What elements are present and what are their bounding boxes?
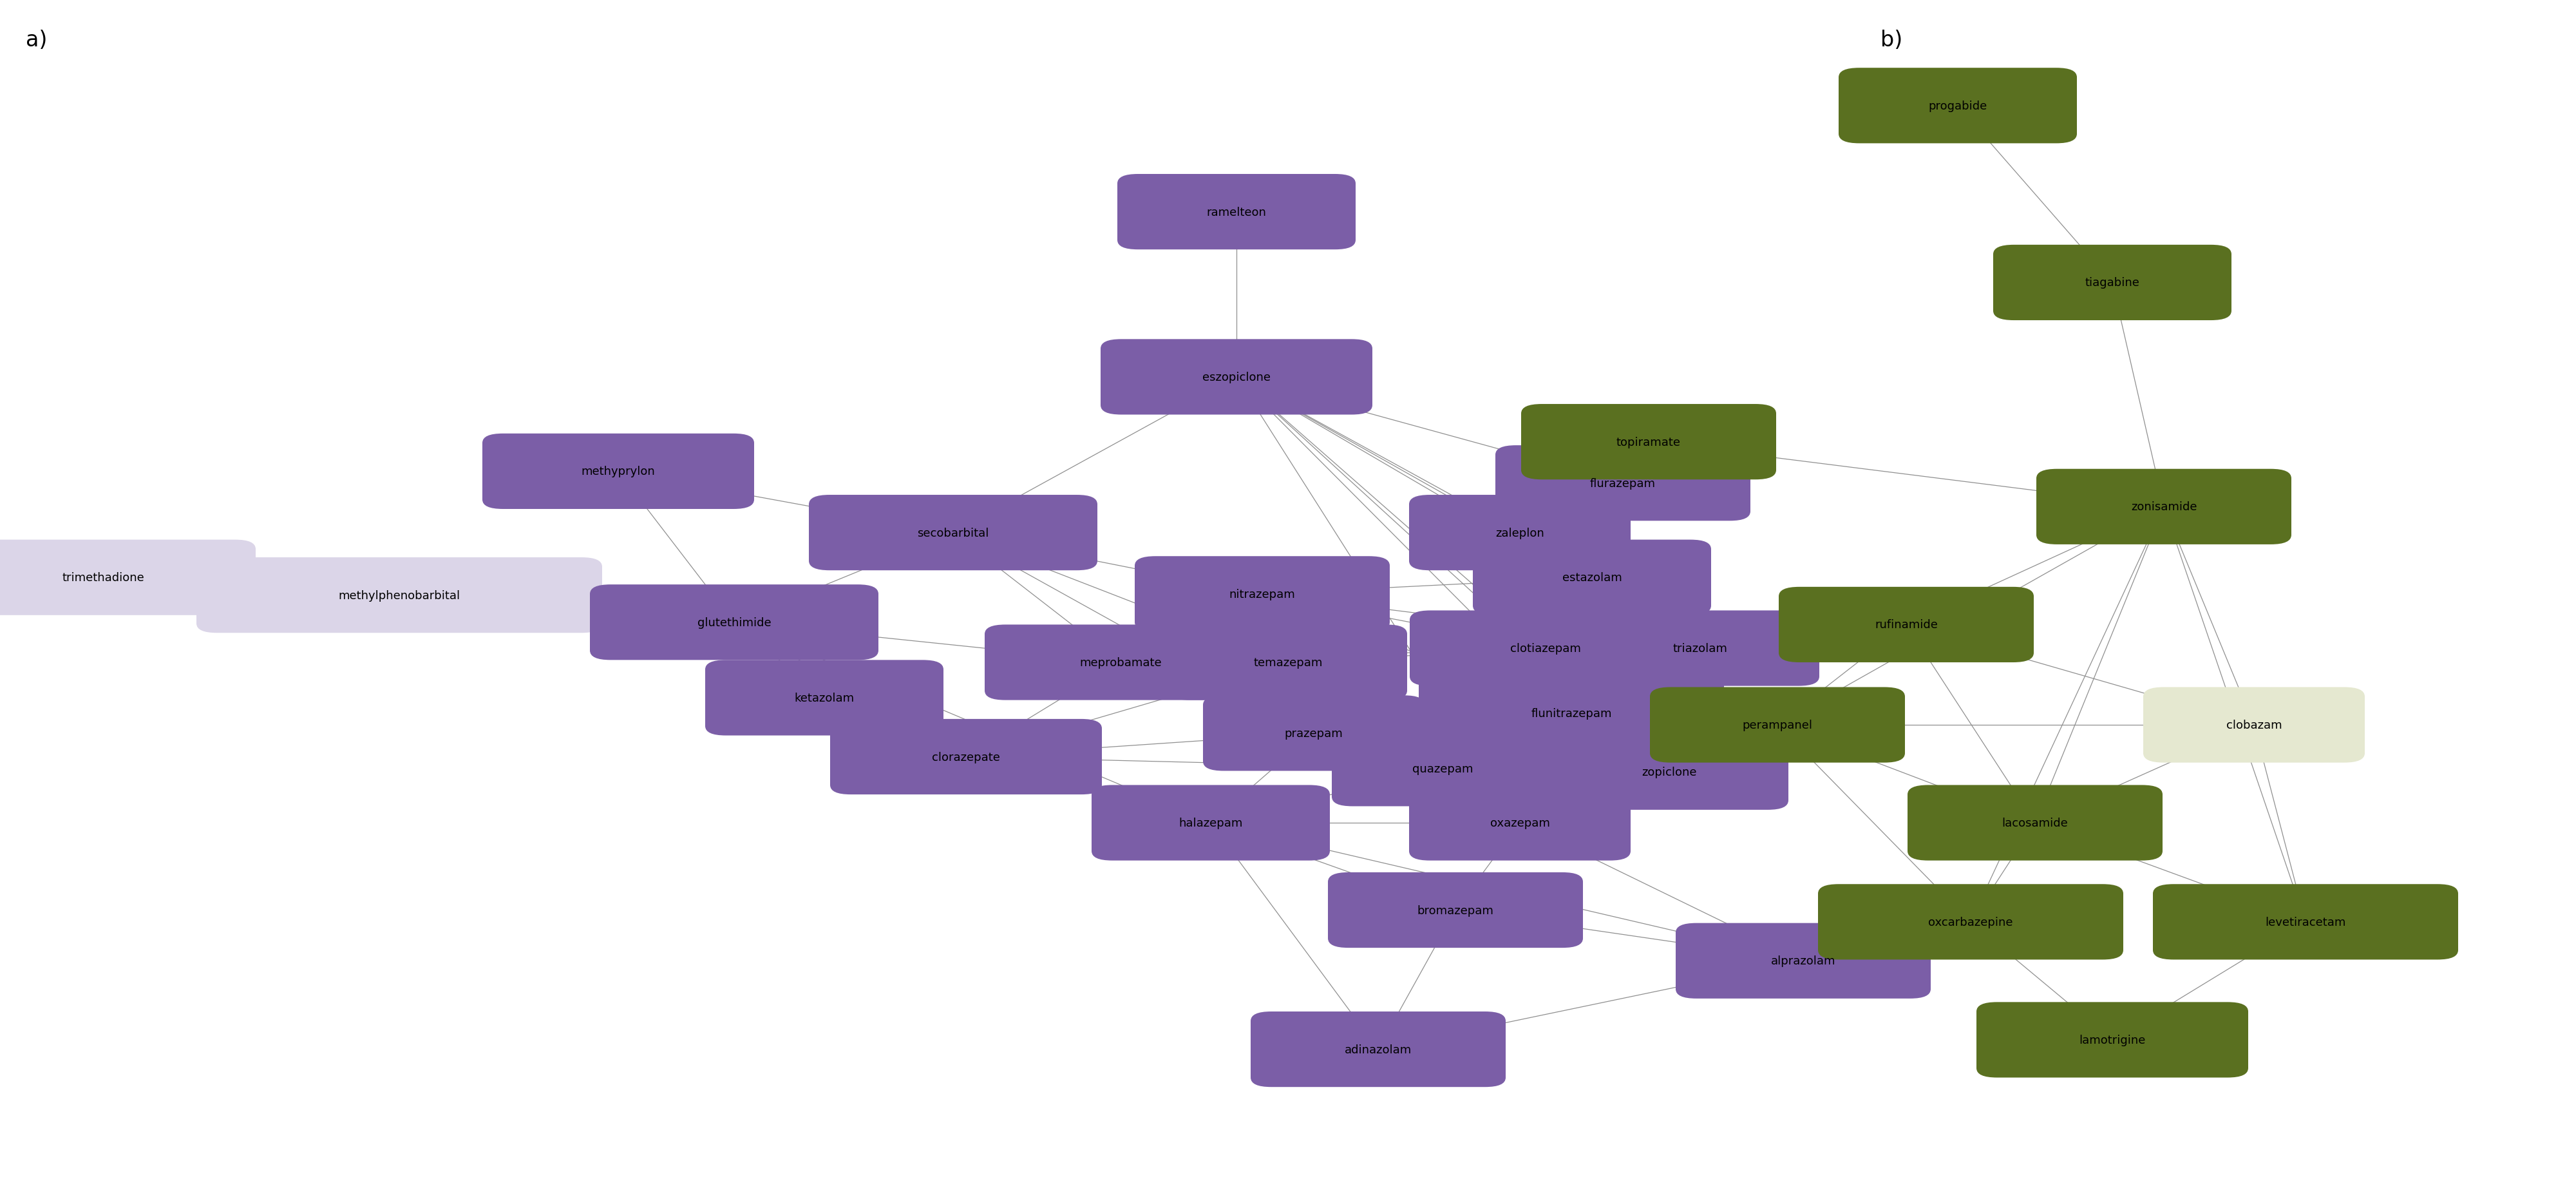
Text: quazepam: quazepam <box>1412 763 1473 775</box>
FancyBboxPatch shape <box>1409 785 1631 861</box>
Text: alprazolam: alprazolam <box>1770 955 1837 967</box>
FancyBboxPatch shape <box>1329 872 1582 948</box>
Text: clobazam: clobazam <box>2226 719 2282 731</box>
Text: adinazolam: adinazolam <box>1345 1043 1412 1055</box>
FancyBboxPatch shape <box>1906 785 2164 861</box>
FancyBboxPatch shape <box>1170 625 1406 700</box>
Text: methyprylon: methyprylon <box>582 466 654 477</box>
Text: glutethimide: glutethimide <box>698 617 770 628</box>
FancyBboxPatch shape <box>2154 884 2458 960</box>
FancyBboxPatch shape <box>1332 731 1553 806</box>
Text: oxcarbazepine: oxcarbazepine <box>1929 916 2012 928</box>
Text: temazepam: temazepam <box>1255 657 1321 668</box>
FancyBboxPatch shape <box>1409 495 1631 571</box>
FancyBboxPatch shape <box>706 660 943 736</box>
FancyBboxPatch shape <box>1819 884 2123 960</box>
Text: clotiazepam: clotiazepam <box>1510 643 1582 654</box>
Text: zopiclone: zopiclone <box>1641 766 1698 778</box>
Text: estazolam: estazolam <box>1561 572 1623 584</box>
FancyBboxPatch shape <box>1582 611 1819 686</box>
Text: trimethadione: trimethadione <box>62 572 144 584</box>
Text: flunitrazepam: flunitrazepam <box>1530 707 1613 719</box>
FancyBboxPatch shape <box>1649 687 1904 763</box>
Text: zaleplon: zaleplon <box>1497 527 1543 539</box>
Text: bromazepam: bromazepam <box>1417 904 1494 916</box>
FancyBboxPatch shape <box>1133 556 1391 632</box>
Text: lacosamide: lacosamide <box>2002 817 2069 829</box>
FancyBboxPatch shape <box>1674 923 1932 999</box>
Text: triazolam: triazolam <box>1672 643 1728 654</box>
FancyBboxPatch shape <box>1409 611 1682 686</box>
Text: meprobamate: meprobamate <box>1079 657 1162 668</box>
Text: perampanel: perampanel <box>1741 719 1814 731</box>
Text: nitrazepam: nitrazepam <box>1229 588 1296 600</box>
Text: secobarbital: secobarbital <box>917 527 989 539</box>
FancyBboxPatch shape <box>1839 68 2076 144</box>
FancyBboxPatch shape <box>1473 540 1710 615</box>
FancyBboxPatch shape <box>1976 1002 2249 1078</box>
Text: lamotrigine: lamotrigine <box>2079 1034 2146 1046</box>
FancyBboxPatch shape <box>1994 245 2231 321</box>
FancyBboxPatch shape <box>482 434 755 509</box>
FancyBboxPatch shape <box>2143 687 2365 763</box>
FancyBboxPatch shape <box>1551 735 1788 810</box>
Text: a): a) <box>26 29 46 51</box>
FancyBboxPatch shape <box>1777 587 2035 663</box>
FancyBboxPatch shape <box>1118 174 1355 250</box>
Text: oxazepam: oxazepam <box>1489 817 1551 829</box>
FancyBboxPatch shape <box>1100 340 1373 415</box>
FancyBboxPatch shape <box>1494 446 1752 521</box>
Text: progabide: progabide <box>1929 100 1986 112</box>
FancyBboxPatch shape <box>829 719 1103 795</box>
Text: rufinamide: rufinamide <box>1875 619 1937 631</box>
Text: flurazepam: flurazepam <box>1589 477 1656 489</box>
FancyBboxPatch shape <box>196 558 603 633</box>
FancyBboxPatch shape <box>1419 676 1723 751</box>
Text: topiramate: topiramate <box>1618 436 1680 448</box>
FancyBboxPatch shape <box>0 540 255 615</box>
FancyBboxPatch shape <box>1252 1012 1504 1087</box>
Text: clorazepate: clorazepate <box>933 751 999 763</box>
FancyBboxPatch shape <box>1203 696 1425 771</box>
FancyBboxPatch shape <box>2035 469 2293 545</box>
Text: b): b) <box>1880 29 1904 51</box>
Text: halazepam: halazepam <box>1180 817 1242 829</box>
Text: zonisamide: zonisamide <box>2130 501 2197 513</box>
FancyBboxPatch shape <box>984 625 1257 700</box>
Text: prazepam: prazepam <box>1285 727 1342 739</box>
FancyBboxPatch shape <box>809 495 1097 571</box>
Text: tiagabine: tiagabine <box>2084 277 2141 289</box>
FancyBboxPatch shape <box>590 585 878 660</box>
Text: levetiracetam: levetiracetam <box>2264 916 2347 928</box>
Text: ketazolam: ketazolam <box>793 692 855 704</box>
FancyBboxPatch shape <box>1520 404 1777 480</box>
FancyBboxPatch shape <box>1092 785 1329 861</box>
Text: ramelteon: ramelteon <box>1206 206 1267 218</box>
Text: methylphenobarbital: methylphenobarbital <box>337 590 461 601</box>
Text: eszopiclone: eszopiclone <box>1203 371 1270 383</box>
